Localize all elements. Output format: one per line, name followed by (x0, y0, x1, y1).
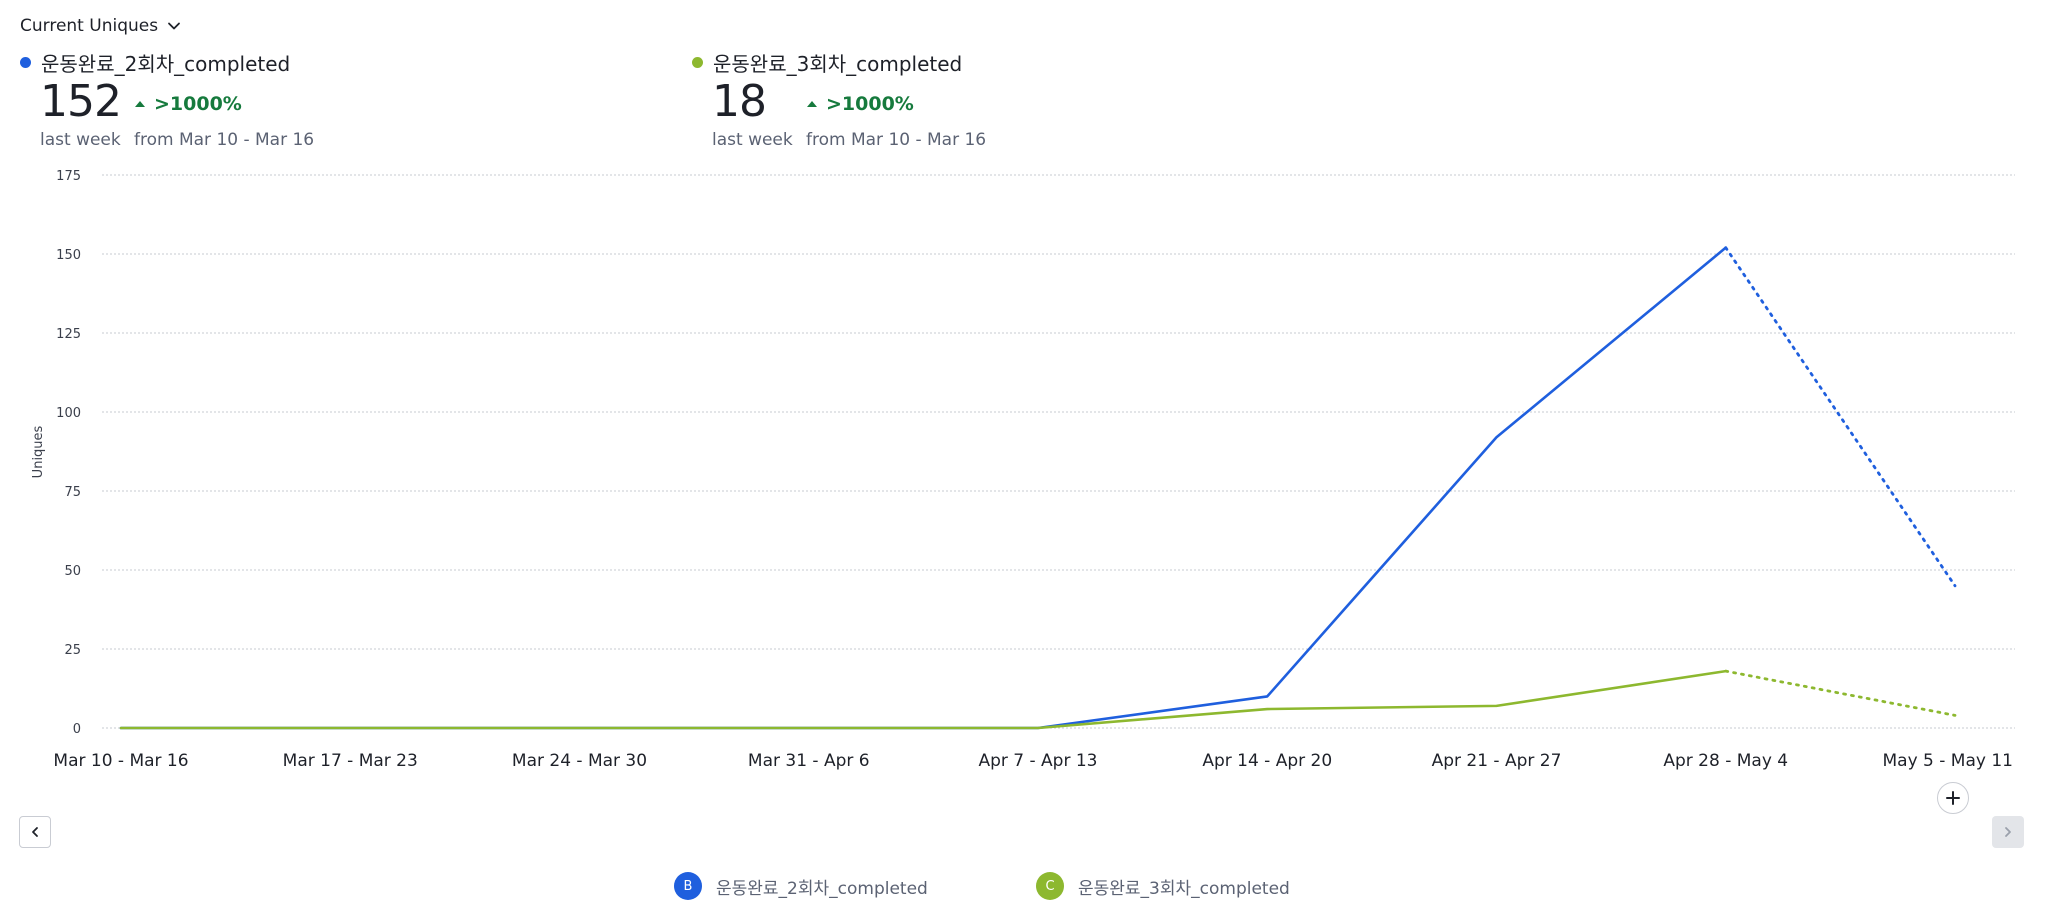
triangle-up-icon (135, 101, 145, 107)
legend-item-c[interactable]: C 운동완료_3회차_completed (1036, 872, 1290, 900)
summary-delta-value: >1000% (826, 93, 914, 115)
y-axis-label: Uniques (31, 425, 46, 478)
x-tick-label: Apr 7 - Apr 13 (978, 751, 1097, 771)
summary-series-c: 운동완료_3회차_completed (692, 48, 962, 77)
add-annotation-button[interactable] (1937, 782, 1969, 814)
x-tick-label: Apr 14 - Apr 20 (1202, 751, 1332, 771)
y-tick-label: 150 (56, 248, 81, 263)
chevron-left-icon (32, 827, 38, 837)
line-chart: 0 25 50 75 100 125 150 175 Uniques Mar 10 - Mar 1… (31, 169, 2015, 771)
x-tick-label: Mar 17 - Mar 23 (283, 751, 418, 771)
y-tick-label: 0 (73, 722, 81, 737)
summary-series-name: 운동완료_2회차_completed (41, 52, 291, 76)
x-tick-label: May 5 - May 11 (1883, 751, 2014, 771)
summary-stats-c: 18 last week >1000% from Mar 10 - Mar 16 (692, 48, 1292, 158)
summary-delta-value: >1000% (154, 93, 242, 115)
metric-selector-label: Current Uniques (20, 16, 159, 36)
series-line-c (119, 669, 1728, 730)
summary-value: 152 (40, 76, 122, 127)
chevron-right-icon (2005, 827, 2011, 837)
x-tick-label: Mar 10 - Mar 16 (53, 751, 188, 771)
x-tick-label: Mar 31 - Apr 6 (748, 751, 870, 771)
summary-period: last week (712, 130, 793, 150)
series-line-b (119, 246, 1728, 730)
y-tick-label: 50 (64, 564, 81, 579)
legend-label: 운동완료_2회차_completed (716, 878, 928, 899)
metric-selector[interactable]: Current Uniques (20, 14, 182, 38)
summary-delta: >1000% (806, 93, 914, 115)
y-tick-label: 175 (56, 169, 81, 184)
summary-delta-from: from Mar 10 - Mar 16 (134, 130, 315, 150)
scroll-right-button[interactable] (1992, 816, 2024, 848)
legend-badge: B (674, 872, 702, 900)
legend-item-b[interactable]: B 운동완료_2회차_completed (674, 872, 928, 900)
x-tick-label: Mar 24 - Mar 30 (512, 751, 647, 771)
x-tick-label: Apr 21 - Apr 27 (1432, 751, 1562, 771)
y-tick-label: 125 (56, 327, 81, 342)
summary-series-b: 운동완료_2회차_completed (20, 48, 290, 77)
series-color-dot (692, 57, 703, 68)
plus-icon (1946, 791, 1960, 805)
y-tick-label: 100 (56, 406, 81, 421)
legend-badge: C (1036, 872, 1064, 900)
x-tick-label: Apr 28 - May 4 (1663, 751, 1788, 771)
series-color-dot (20, 57, 31, 68)
summary-stats-b: 152 last week >1000% from Mar 10 - Mar 1… (20, 48, 620, 158)
summary-delta-from: from Mar 10 - Mar 16 (806, 130, 987, 150)
y-tick-label: 75 (64, 485, 81, 500)
legend-label: 운동완료_3회차_completed (1078, 878, 1290, 899)
scroll-left-button[interactable] (19, 816, 51, 848)
series-line-incomplete-b (1724, 246, 1957, 588)
summary-series-name: 운동완료_3회차_completed (713, 52, 963, 76)
chevron-down-icon (168, 22, 180, 30)
series-line-incomplete-c (1724, 669, 1957, 717)
y-tick-label: 25 (64, 643, 81, 658)
triangle-up-icon (807, 101, 817, 107)
summary-value: 18 (712, 76, 767, 127)
summary-delta: >1000% (134, 93, 242, 115)
summary-period: last week (40, 130, 121, 150)
